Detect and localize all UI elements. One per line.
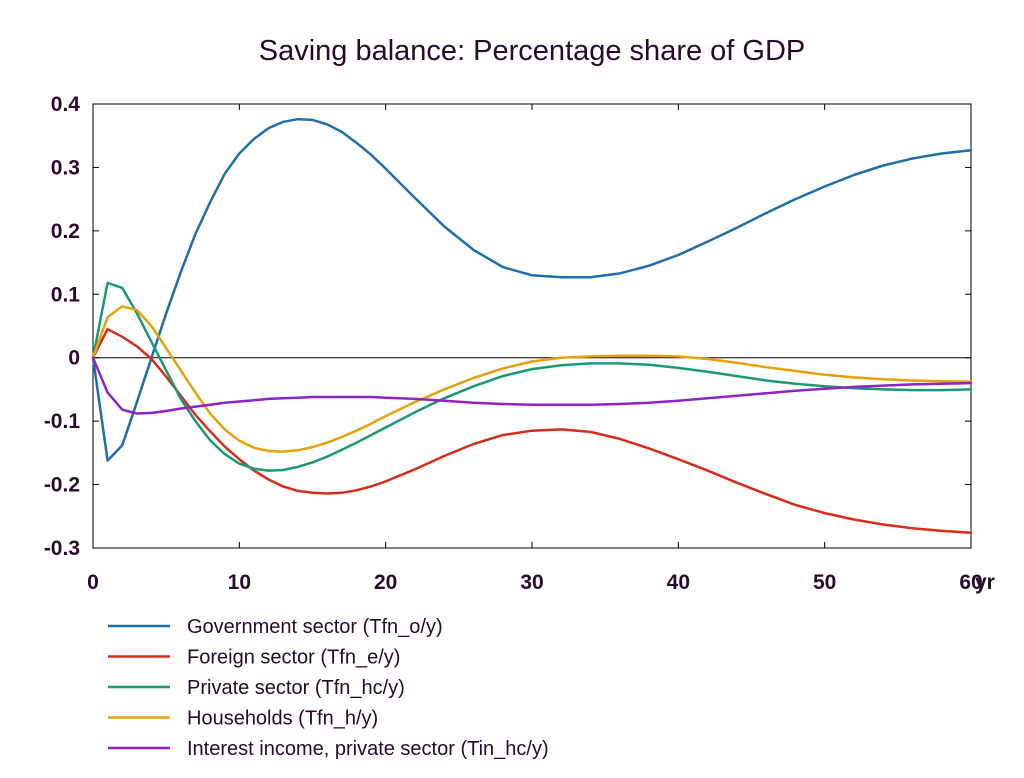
legend-item: Private sector (Tfn_hc/y) xyxy=(108,677,405,699)
legend-label: Interest income, private sector (Tin_hc/… xyxy=(187,738,549,760)
legend: Government sector (Tfn_o/y) Foreign secto… xyxy=(108,616,549,760)
y-tick-label: -0.3 xyxy=(44,537,80,560)
series-line-1 xyxy=(91,117,973,462)
x-tick-label: 30 xyxy=(520,571,543,594)
y-tick-label: 0.2 xyxy=(51,220,80,243)
y-tick-label: 0.3 xyxy=(51,156,80,179)
series-line-3 xyxy=(91,281,973,472)
legend-label: Private sector (Tfn_hc/y) xyxy=(187,677,405,699)
x-tick-label: 0 xyxy=(87,571,99,594)
series-line-4 xyxy=(91,305,973,453)
x-tick-label: 50 xyxy=(813,571,836,594)
series-line-5 xyxy=(91,356,973,415)
chart-title: Saving balance: Percentage share of GDP xyxy=(259,35,806,67)
legend-item: Government sector (Tfn_o/y) xyxy=(108,616,443,638)
legend-item: Interest income, private sector (Tin_hc/… xyxy=(108,738,549,760)
x-tick-label: 40 xyxy=(667,571,690,594)
y-tick-label: -0.1 xyxy=(44,410,81,433)
series-lines xyxy=(91,117,973,535)
legend-label: Government sector (Tfn_o/y) xyxy=(187,616,443,638)
x-tick-label: 60 xyxy=(959,571,982,594)
legend-item: Foreign sector (Tfn_e/y) xyxy=(108,647,400,669)
x-tick-label: 10 xyxy=(228,571,251,594)
series-line-2 xyxy=(91,327,973,535)
plot-frame xyxy=(92,103,972,549)
y-axis-ticks: -0.3 -0.2 -0.1 0 0.1 0.2 0.3 0.4 xyxy=(44,93,971,560)
plot-border xyxy=(92,103,972,549)
y-tick-label: -0.2 xyxy=(44,474,80,497)
legend-label: Households (Tfn_h/y) xyxy=(187,708,378,730)
y-tick-label: 0.4 xyxy=(51,93,81,116)
x-tick-label: 20 xyxy=(374,571,397,594)
y-tick-label: 0.1 xyxy=(51,283,81,306)
legend-item: Households (Tfn_h/y) xyxy=(108,708,378,730)
legend-label: Foreign sector (Tfn_e/y) xyxy=(187,647,400,669)
x-axis-ticks: 0 10 20 30 40 50 60 xyxy=(87,104,983,594)
y-tick-label: 0 xyxy=(68,347,80,370)
x-axis-unit-label: yr xyxy=(975,571,995,594)
